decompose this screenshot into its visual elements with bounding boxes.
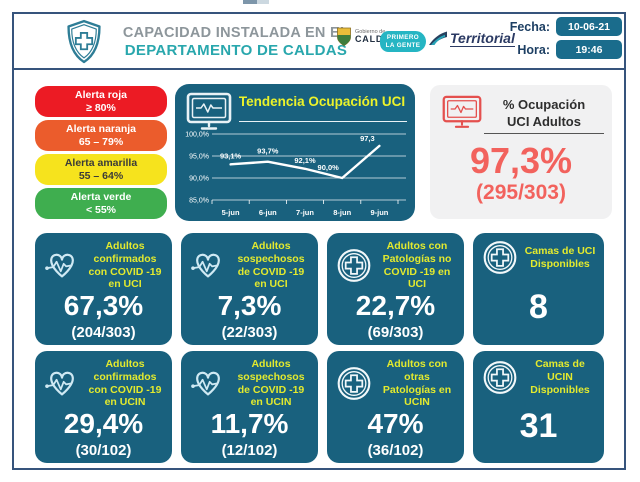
caldas-logo-sub: Gobierno de xyxy=(355,28,386,35)
stat-value: 47% xyxy=(367,408,424,440)
stat-card-ucin-otras: Adultos con otras Patologías en UCIN 47%… xyxy=(327,351,464,463)
svg-text:100,0%: 100,0% xyxy=(185,132,209,139)
svg-text:93,7%: 93,7% xyxy=(257,147,279,156)
trend-chart-title: Tendencia Ocupación UCI xyxy=(238,94,406,109)
stat-fraction: (69/303) xyxy=(367,323,424,341)
svg-text:95,0%: 95,0% xyxy=(189,154,209,161)
page-title-line2: DEPARTAMENTO DE CALDAS xyxy=(124,42,348,60)
stat-card-ucin-confirmados: Adultos confirmados con COVID -19 en UCI… xyxy=(35,351,172,463)
caldas-logo-main: CALDAS xyxy=(355,34,398,45)
stat-card-ucin-sospechosos: Adultos sospechosos de COVID -19 en UCIN… xyxy=(181,351,318,463)
header: CAPACIDAD INSTALADA EN EL DEPARTAMENTO D… xyxy=(14,14,624,70)
territorial-wordmark: Territorial xyxy=(450,30,515,47)
title-underline xyxy=(484,133,604,134)
page-title-line1: CAPACIDAD INSTALADA EN EL xyxy=(122,25,350,41)
stat-value: 11,7% xyxy=(210,408,289,440)
hora-label: Hora: xyxy=(517,42,550,57)
datetime-panel: Fecha: 10-06-21 Hora: 19:46 xyxy=(504,17,622,63)
svg-text:90,0%: 90,0% xyxy=(189,176,209,183)
occupancy-card: % Ocupación UCI Adultos 97,3% (295/303) xyxy=(430,85,612,219)
svg-text:90,0%: 90,0% xyxy=(318,163,340,172)
fecha-label: Fecha: xyxy=(509,19,550,34)
heart-pulse-icon xyxy=(42,248,82,283)
page-title: CAPACIDAD INSTALADA EN EL DEPARTAMENTO D… xyxy=(110,24,362,61)
stat-value: 22,7% xyxy=(355,290,436,322)
monitor-icon-red xyxy=(442,95,482,130)
screen-edge-artifact xyxy=(257,0,269,4)
stat-card-camas-ucin: Camas de UCIN Disponibles 31 xyxy=(473,351,604,463)
medical-cross-icon xyxy=(480,240,520,275)
svg-text:7-jun: 7-jun xyxy=(296,208,314,217)
territorial-logo: Territorial xyxy=(428,29,515,47)
medical-cross-icon xyxy=(334,366,374,401)
medical-cross-icon xyxy=(480,360,520,395)
primero-la-gente-logo: PRIMERO LA GENTE xyxy=(380,31,426,52)
stat-fraction: (12/102) xyxy=(221,441,278,459)
trend-chart-card: Tendencia Ocupación UCI 100,0% 95,0% 90,0%… xyxy=(175,84,415,221)
health-shield-logo-icon xyxy=(64,19,104,65)
svg-text:97,3: 97,3 xyxy=(360,134,375,143)
territorial-flag-icon xyxy=(429,31,447,45)
svg-text:6-jun: 6-jun xyxy=(259,208,277,217)
svg-text:85,0%: 85,0% xyxy=(189,198,209,205)
svg-text:92,1%: 92,1% xyxy=(294,156,316,165)
stat-card-uci-sospechosos: Adultos sospechosos de COVID -19 en UCI … xyxy=(181,233,318,345)
stat-card-uci-confirmados: Adultos confirmados con COVID -19 en UCI… xyxy=(35,233,172,345)
stat-fraction: (30/102) xyxy=(75,441,132,459)
alert-legend: Alerta roja ≥ 80% Alerta naranja 65 – 79… xyxy=(35,86,167,222)
stat-value: 29,4% xyxy=(63,408,144,440)
stat-grid: Adultos confirmados con COVID -19 en UCI… xyxy=(35,233,604,463)
screen-edge-artifact xyxy=(243,0,257,4)
dashboard-frame: CAPACIDAD INSTALADA EN EL DEPARTAMENTO D… xyxy=(12,12,626,470)
fecha-value: 10-06-21 xyxy=(556,17,622,36)
svg-text:8-jun: 8-jun xyxy=(333,208,351,217)
heart-pulse-icon xyxy=(42,366,82,401)
alert-roja: Alerta roja ≥ 80% xyxy=(35,86,167,117)
stat-card-uci-no-covid: Adultos con Patologías no COVID -19 en U… xyxy=(327,233,464,345)
stat-value: 7,3% xyxy=(217,290,282,322)
stat-value: 8 xyxy=(529,287,548,326)
svg-text:93,1%: 93,1% xyxy=(220,151,242,160)
hora-value: 19:46 xyxy=(556,40,622,59)
stat-value: 67,3% xyxy=(63,290,144,322)
trend-chart: 100,0% 95,0% 90,0% 85,0% 5-jun 6-jun 7-jun 8-ju… xyxy=(185,132,406,217)
stat-value: 31 xyxy=(519,407,558,446)
svg-text:9-jun: 9-jun xyxy=(370,208,388,217)
stat-fraction: (22/303) xyxy=(221,323,278,341)
stat-card-camas-uci: Camas de UCI Disponibles 8 xyxy=(473,233,604,345)
medical-cross-icon xyxy=(334,248,374,283)
svg-text:5-jun: 5-jun xyxy=(222,208,240,217)
alert-naranja: Alerta naranja 65 – 79% xyxy=(35,120,167,151)
alert-verde: Alerta verde < 55% xyxy=(35,188,167,219)
gobernacion-caldas-logo: Gobierno de CALDAS xyxy=(336,27,397,47)
occupancy-fraction: (295/303) xyxy=(476,181,566,204)
heart-pulse-icon xyxy=(188,248,228,283)
occupancy-value: 97,3% xyxy=(469,140,573,181)
alert-amarilla: Alerta amarilla 55 – 64% xyxy=(35,154,167,185)
occupancy-title: % Ocupación UCI Adultos xyxy=(502,97,586,129)
caldas-crest-icon xyxy=(337,27,351,46)
stat-fraction: (36/102) xyxy=(367,441,424,459)
heart-pulse-icon xyxy=(188,366,228,401)
title-underline xyxy=(239,121,407,122)
stat-fraction: (204/303) xyxy=(71,323,136,341)
